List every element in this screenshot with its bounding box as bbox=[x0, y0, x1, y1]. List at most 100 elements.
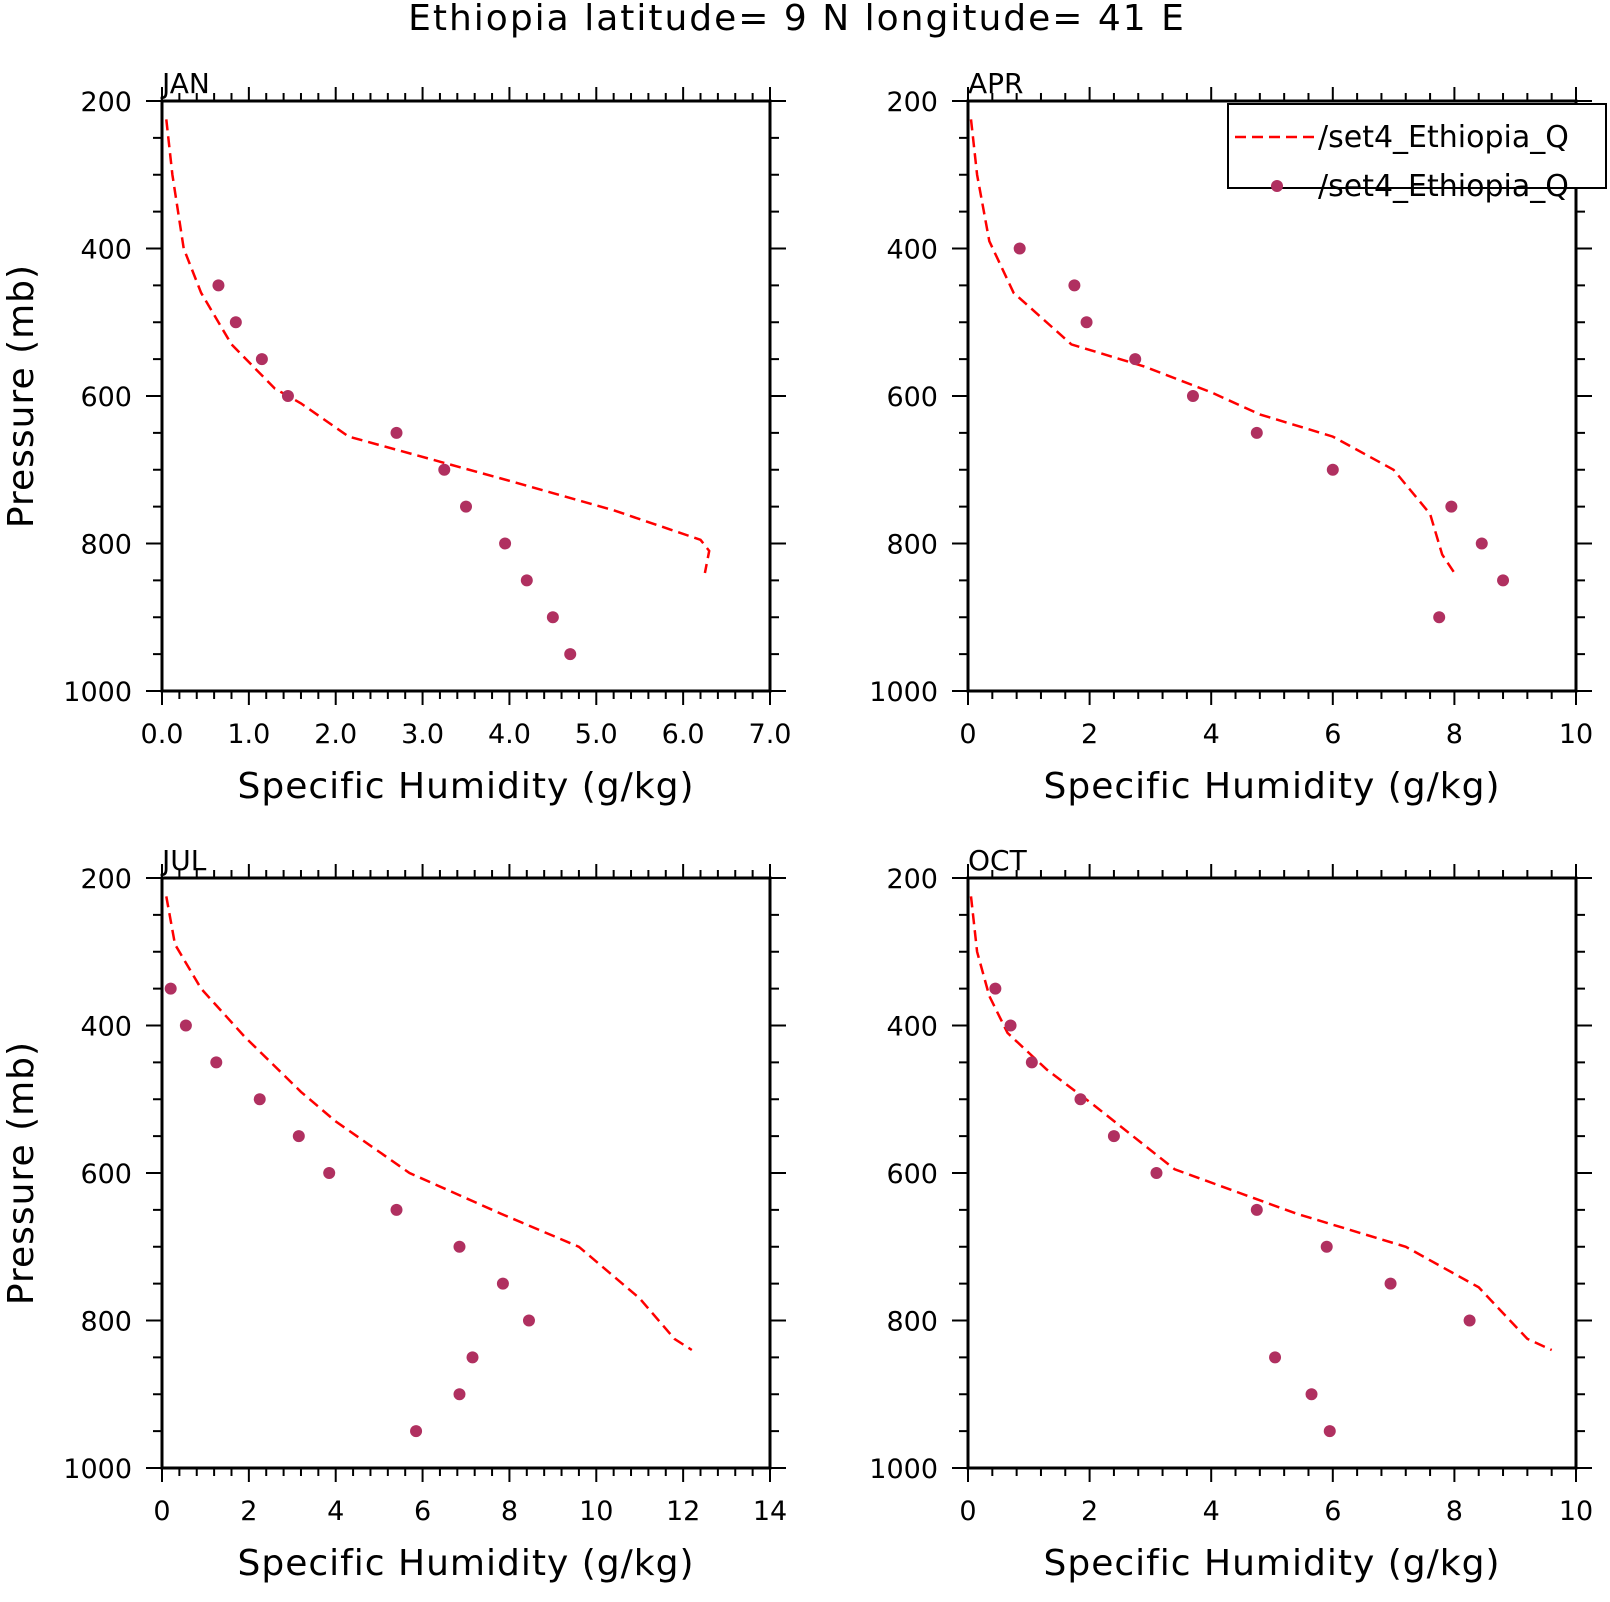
y-tick-label: 1000 bbox=[63, 677, 132, 708]
data-point bbox=[1475, 537, 1488, 550]
y-tick-label: 1000 bbox=[63, 1454, 132, 1485]
x-axis-label: Specific Humidity (g/kg) bbox=[1043, 766, 1500, 807]
data-point bbox=[1150, 1167, 1163, 1179]
data-point bbox=[1129, 353, 1142, 366]
y-tick-label: 400 bbox=[80, 1012, 132, 1043]
data-point bbox=[390, 1203, 403, 1216]
panel-label: JAN bbox=[160, 67, 210, 100]
panel-oct: OCT 0 2 4 6 8 10 200 400 600 800 1000 Specific Humid… bbox=[869, 844, 1593, 1584]
data-point bbox=[255, 353, 268, 366]
data-point bbox=[1269, 1351, 1282, 1364]
x-tick-label: 6.0 bbox=[662, 719, 705, 750]
y-tick-label: 200 bbox=[80, 864, 132, 895]
data-point bbox=[460, 500, 472, 513]
x-tick-label: 10 bbox=[1559, 1496, 1593, 1527]
panel-jan: JAN 0.0 1.0 2.0 3.0 4.0 5.0 6.0 7.0 200 400 600 800 1… bbox=[1, 67, 791, 807]
x-tick-label: 8 bbox=[1446, 1496, 1463, 1527]
x-tick-label: 4 bbox=[1203, 719, 1220, 750]
series-line bbox=[969, 896, 1553, 1352]
y-tick-label: 800 bbox=[80, 1307, 132, 1338]
x-tick-label: 3.0 bbox=[401, 719, 444, 750]
data-point bbox=[210, 1056, 223, 1069]
legend: /set4_Ethiopia_Q/set4_Ethiopia_Q bbox=[1227, 103, 1607, 204]
data-point bbox=[1013, 242, 1026, 255]
plot-frame bbox=[160, 876, 772, 1470]
y-tick-label: 600 bbox=[886, 1159, 938, 1190]
x-tick-label: 12 bbox=[666, 1496, 700, 1527]
x-tick-label: 1.0 bbox=[227, 719, 270, 750]
x-tick-label: 4 bbox=[1203, 1496, 1220, 1527]
data-point bbox=[564, 648, 577, 661]
data-point bbox=[1025, 1056, 1038, 1069]
data-point bbox=[453, 1388, 466, 1401]
y-tick-label: 200 bbox=[886, 864, 938, 895]
panel-jul: JUL 0 2 4 6 8 10 12 14 200 400 600 800 1000 Specific H… bbox=[1, 844, 787, 1584]
x-tick-label: 14 bbox=[753, 1496, 787, 1527]
data-point bbox=[281, 390, 294, 402]
data-point bbox=[1074, 1093, 1087, 1106]
x-tick-label: 0.0 bbox=[141, 719, 184, 750]
x-tick-label: 2.0 bbox=[314, 719, 357, 750]
data-point bbox=[1250, 426, 1263, 439]
data-point bbox=[179, 1019, 192, 1032]
x-axis-label: Specific Humidity (g/kg) bbox=[237, 766, 694, 807]
y-tick-label: 1000 bbox=[869, 1454, 938, 1485]
data-point bbox=[1250, 1203, 1263, 1216]
x-tick-label: 0 bbox=[959, 1496, 976, 1527]
y-tick-label: 600 bbox=[886, 382, 938, 413]
x-tick-label: 5.0 bbox=[575, 719, 618, 750]
y-tick-label: 200 bbox=[886, 87, 938, 118]
x-tick-label: 2 bbox=[1081, 719, 1098, 750]
x-tick-label: 4.0 bbox=[488, 719, 531, 750]
y-tick-label: 800 bbox=[886, 530, 938, 561]
figure-title: Ethiopia latitude= 9 N longitude= 41 E bbox=[408, 0, 1186, 39]
series-line bbox=[969, 119, 1456, 574]
y-tick-label: 400 bbox=[80, 235, 132, 266]
panel-label: OCT bbox=[968, 844, 1028, 877]
data-point bbox=[1107, 1130, 1120, 1143]
data-point bbox=[1305, 1388, 1318, 1401]
data-point bbox=[989, 982, 1002, 995]
y-tick-label: 800 bbox=[80, 530, 132, 561]
x-tick-label: 2 bbox=[240, 1496, 257, 1527]
data-point bbox=[1068, 279, 1081, 292]
x-tick-label: 6 bbox=[1324, 719, 1341, 750]
series-line bbox=[165, 896, 693, 1352]
plot-frame bbox=[966, 876, 1578, 1470]
data-point bbox=[1080, 316, 1093, 329]
panel-label: JUL bbox=[160, 844, 207, 877]
series-line bbox=[165, 119, 711, 574]
y-tick-label: 200 bbox=[80, 87, 132, 118]
y-tick-label: 400 bbox=[886, 235, 938, 266]
data-point bbox=[1323, 1425, 1336, 1438]
data-point bbox=[546, 611, 559, 624]
data-point bbox=[466, 1351, 479, 1364]
data-point bbox=[1384, 1277, 1397, 1290]
y-tick-label: 400 bbox=[886, 1012, 938, 1043]
data-point bbox=[499, 537, 512, 550]
data-point bbox=[253, 1093, 266, 1106]
x-tick-label: 8 bbox=[1446, 719, 1463, 750]
data-point bbox=[1445, 500, 1458, 513]
data-point bbox=[438, 463, 451, 476]
data-point bbox=[229, 316, 242, 329]
data-point bbox=[453, 1240, 466, 1253]
data-point bbox=[520, 574, 533, 587]
data-point bbox=[1004, 1019, 1017, 1032]
plot-frame bbox=[160, 99, 772, 693]
panel-label: APR bbox=[968, 67, 1024, 100]
x-tick-label: 2 bbox=[1081, 1496, 1098, 1527]
y-tick-label: 1000 bbox=[869, 677, 938, 708]
data-point bbox=[1433, 611, 1446, 624]
data-point bbox=[496, 1277, 509, 1290]
data-point bbox=[1463, 1314, 1476, 1327]
data-point bbox=[1186, 390, 1199, 402]
x-tick-label: 0 bbox=[153, 1496, 170, 1527]
data-point bbox=[1497, 574, 1510, 587]
x-axis-label: Specific Humidity (g/kg) bbox=[237, 1543, 694, 1584]
x-tick-label: 10 bbox=[1559, 719, 1593, 750]
data-point bbox=[212, 279, 225, 292]
x-axis-label: Specific Humidity (g/kg) bbox=[1043, 1543, 1500, 1584]
x-tick-label: 8 bbox=[501, 1496, 518, 1527]
